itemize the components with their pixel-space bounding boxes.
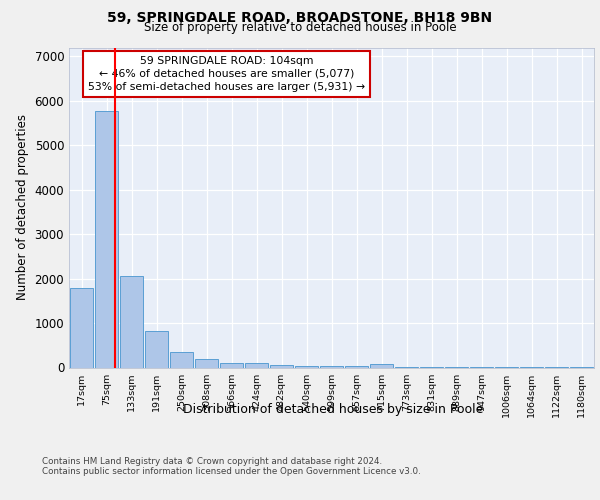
Y-axis label: Number of detached properties: Number of detached properties xyxy=(16,114,29,300)
Text: Distribution of detached houses by size in Poole: Distribution of detached houses by size … xyxy=(183,402,483,415)
Bar xyxy=(119,276,143,368)
Bar xyxy=(320,366,343,368)
Text: Contains HM Land Registry data © Crown copyright and database right 2024.: Contains HM Land Registry data © Crown c… xyxy=(42,458,382,466)
Bar xyxy=(269,364,293,368)
Bar xyxy=(170,352,193,368)
Bar xyxy=(295,366,319,368)
Bar xyxy=(245,363,268,368)
Bar xyxy=(70,288,94,368)
Bar xyxy=(145,331,169,368)
Text: 59 SPRINGDALE ROAD: 104sqm
← 46% of detached houses are smaller (5,077)
53% of s: 59 SPRINGDALE ROAD: 104sqm ← 46% of deta… xyxy=(88,56,365,92)
Bar xyxy=(194,358,218,368)
Bar xyxy=(344,366,368,368)
Bar xyxy=(370,364,394,368)
Bar xyxy=(95,110,118,368)
Bar xyxy=(220,362,244,368)
Text: 59, SPRINGDALE ROAD, BROADSTONE, BH18 9BN: 59, SPRINGDALE ROAD, BROADSTONE, BH18 9B… xyxy=(107,11,493,25)
Text: Size of property relative to detached houses in Poole: Size of property relative to detached ho… xyxy=(143,22,457,35)
Text: Contains public sector information licensed under the Open Government Licence v3: Contains public sector information licen… xyxy=(42,468,421,476)
